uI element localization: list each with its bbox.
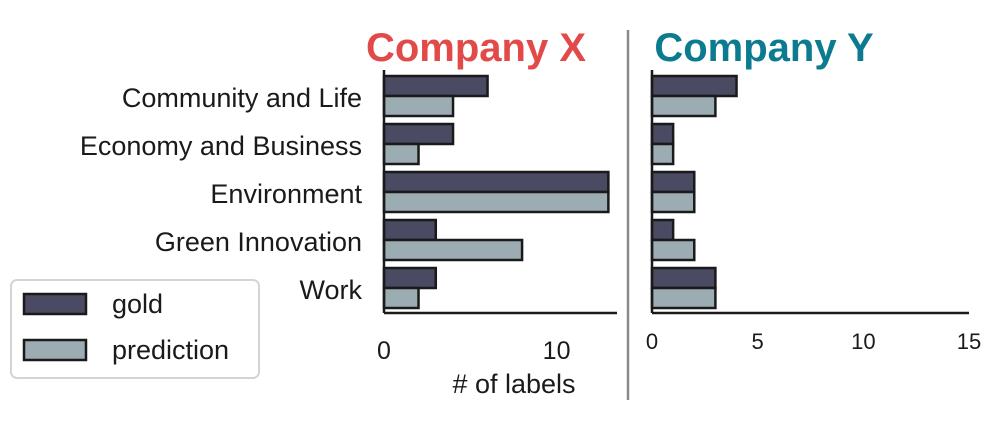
- bar-prediction: [382, 142, 420, 166]
- bar-prediction: [650, 142, 675, 166]
- x-tick-label: 10: [851, 329, 875, 354]
- bar-prediction: [650, 286, 717, 310]
- legend-swatch-prediction: [22, 338, 88, 362]
- x-axis-label: # of labels: [452, 369, 575, 399]
- category-label: Environment: [210, 179, 362, 209]
- bar-prediction: [382, 238, 524, 262]
- bar-gold: [382, 122, 455, 146]
- bar-prediction: [650, 190, 696, 214]
- bar-prediction: [650, 238, 696, 262]
- bar-prediction: [382, 94, 455, 118]
- x-tick-label: 5: [752, 329, 764, 354]
- bars-company-y: [650, 74, 738, 310]
- bar-gold: [650, 122, 675, 146]
- category-label: Work: [299, 275, 362, 305]
- tick-labels-company-x: 0 10: [377, 337, 570, 365]
- legend: gold prediction: [10, 279, 260, 379]
- bar-gold: [650, 218, 675, 242]
- tick-labels-company-y: 0 5 10 15: [646, 329, 981, 354]
- legend-label-prediction: prediction: [112, 335, 229, 365]
- legend-label-gold: gold: [112, 289, 163, 319]
- x-tick-label: 15: [957, 329, 981, 354]
- bar-gold: [382, 218, 438, 242]
- bar-gold: [650, 74, 738, 98]
- bar-gold: [382, 266, 438, 290]
- bar-gold: [650, 266, 717, 290]
- bar-prediction: [382, 286, 420, 310]
- panel-title-company-x: Company X: [366, 26, 586, 70]
- bar-gold: [382, 170, 610, 194]
- category-label: Economy and Business: [80, 131, 362, 161]
- bar-prediction: [650, 94, 717, 118]
- panel-title-company-y: Company Y: [654, 26, 874, 70]
- x-tick-label: 10: [543, 337, 571, 365]
- x-tick-label: 0: [377, 337, 391, 365]
- category-labels: Community and Life Economy and Business …: [80, 83, 363, 305]
- legend-swatch-gold: [22, 292, 88, 316]
- bar-prediction: [382, 190, 610, 214]
- x-tick-label: 0: [646, 329, 658, 354]
- category-label: Green Innovation: [155, 227, 362, 257]
- bar-gold: [382, 74, 489, 98]
- bar-gold: [650, 170, 696, 194]
- bars-company-x: [382, 74, 610, 310]
- category-label: Community and Life: [122, 83, 362, 113]
